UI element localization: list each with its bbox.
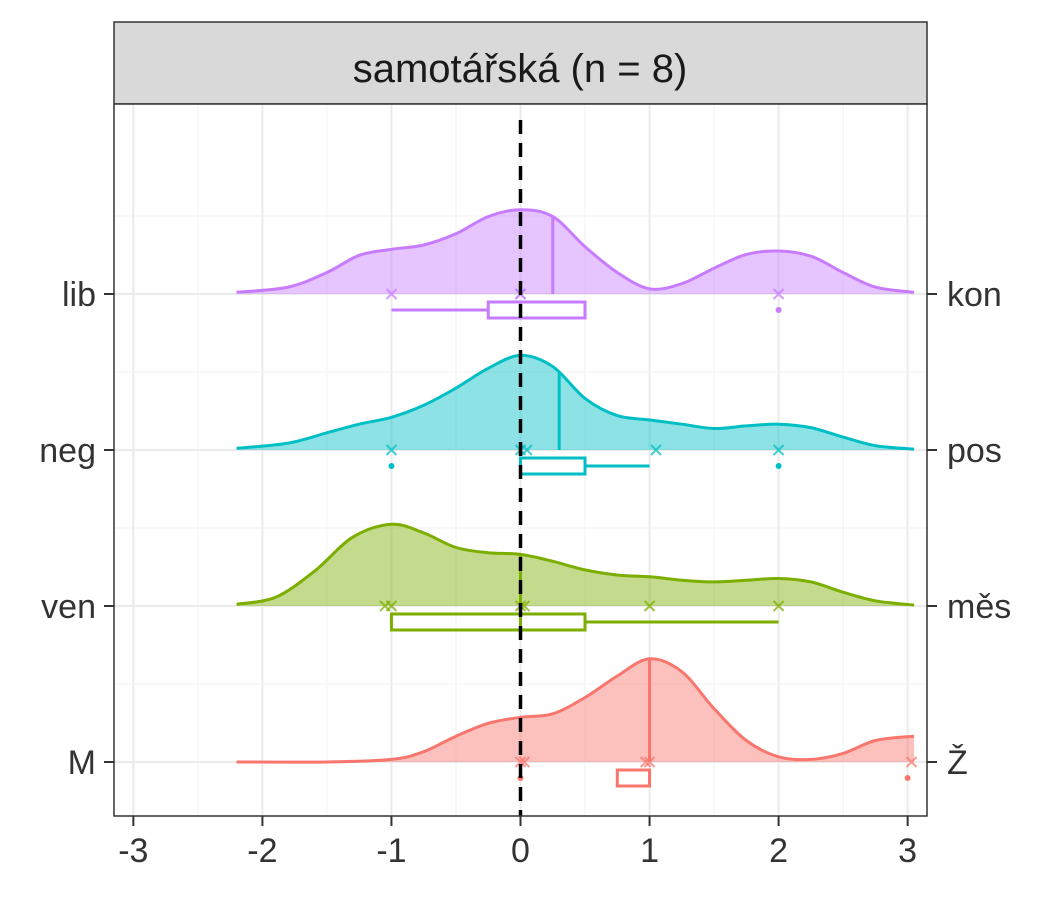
x-tick-label: -1 — [376, 832, 406, 870]
jitter-point — [904, 775, 911, 781]
y-label-left: lib — [62, 276, 96, 314]
facet-strip — [113, 21, 928, 105]
data-point — [639, 756, 652, 768]
density-curve — [236, 208, 915, 294]
x-tick-label: 1 — [640, 832, 659, 870]
axes: -3 -2 -1 0 1 2 3 lib kon neg pos ven měs M Ž — [39, 276, 1011, 870]
ridge-neg — [236, 353, 915, 476]
y-label-left: ven — [41, 588, 96, 626]
density-curve — [236, 522, 915, 607]
data-point — [385, 600, 398, 612]
y-label-right: kon — [947, 276, 1002, 314]
data-point — [643, 600, 656, 612]
jitter-point — [388, 463, 395, 469]
data-point — [385, 288, 398, 300]
y-label-right: pos — [947, 432, 1002, 470]
y-label-right: měs — [947, 588, 1011, 626]
density-area — [236, 658, 915, 763]
box-iqr — [389, 612, 587, 632]
y-label-left: neg — [39, 432, 96, 470]
data-point — [385, 444, 398, 456]
y-label-left: M — [68, 744, 96, 782]
facet-title: samotářská (n = 8) — [353, 47, 688, 91]
data-point — [643, 756, 656, 768]
data-point — [514, 756, 527, 768]
density-area — [236, 524, 915, 606]
density-ridges — [236, 208, 918, 788]
x-tick-label: 0 — [511, 832, 530, 870]
box-iqr — [486, 300, 587, 320]
jitter-point — [775, 307, 782, 313]
data-point — [772, 444, 785, 456]
ridge-lib — [236, 208, 915, 320]
data-point — [905, 756, 918, 768]
density-curve — [236, 657, 915, 764]
density-area — [236, 209, 915, 294]
data-point — [772, 600, 785, 612]
ridge-ven — [236, 522, 915, 632]
x-tick-label: 2 — [769, 832, 788, 870]
y-label-right: Ž — [947, 744, 968, 782]
x-tick-label: -3 — [118, 832, 148, 870]
density-curve — [236, 353, 915, 451]
jitter-point — [775, 463, 782, 469]
x-tick-label: -2 — [247, 832, 277, 870]
data-point — [650, 444, 662, 456]
data-point — [772, 288, 785, 300]
x-tick-label: 3 — [898, 832, 917, 870]
data-point — [521, 444, 533, 456]
